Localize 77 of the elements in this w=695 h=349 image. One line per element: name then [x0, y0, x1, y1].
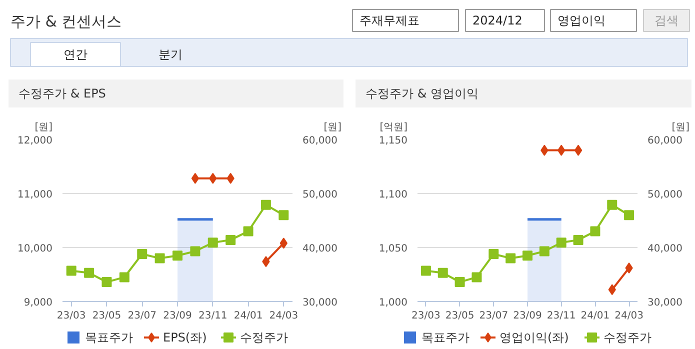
point [624, 210, 634, 220]
point [590, 226, 600, 236]
point [454, 277, 465, 288]
point [154, 253, 165, 264]
point [607, 200, 618, 210]
legend-label: EPS(좌) [163, 330, 207, 344]
y-tick-label: 1,050 [378, 244, 408, 254]
point [191, 172, 200, 184]
x-tick-label: 23/09 [513, 310, 542, 322]
legend-label: 영업이익(좌) [500, 330, 569, 344]
y-tick-label: 1,100 [378, 190, 408, 200]
chart-title: 수정주가 & EPS [18, 86, 106, 100]
x-tick-label: 23/07 [479, 310, 508, 322]
y2-tick-label: 50,000 [648, 190, 682, 200]
point [522, 250, 532, 261]
x-tick-label: 24/03 [269, 310, 298, 322]
text: 영업이익 [558, 14, 606, 28]
point [243, 226, 254, 236]
point [119, 272, 130, 282]
y-tick-label: 1,000 [378, 298, 408, 308]
x-tick-label: 24/01 [234, 310, 263, 322]
y-tick-label: 11,000 [18, 190, 53, 200]
point [438, 268, 448, 278]
y2-tick-label: 50,000 [302, 190, 338, 200]
x-tick-label: 23/05 [445, 310, 474, 322]
chart-title: 수정주가 & 영업이익 [366, 86, 478, 100]
point [260, 200, 271, 210]
point [172, 250, 182, 261]
point [472, 272, 482, 282]
point [102, 277, 112, 288]
legend-label: 목표주가 [422, 330, 470, 344]
x-tick-label: 23/11 [546, 310, 576, 322]
y-tick-label: 9,000 [24, 298, 53, 308]
y2-axis-title: [원] [324, 122, 342, 133]
legend-label: 목표주가 [85, 330, 133, 344]
y-axis-title: [원] [34, 122, 53, 133]
y-tick-label: 10,000 [18, 244, 53, 254]
point [539, 246, 550, 256]
point [208, 238, 218, 248]
y2-tick-label: 30,000 [648, 298, 682, 308]
point [66, 266, 76, 276]
point [574, 144, 582, 156]
y-tick-label: 1,150 [378, 136, 408, 146]
y2-tick-label: 40,000 [302, 244, 338, 254]
text: 분기 [158, 48, 182, 62]
point [488, 248, 499, 259]
x-tick-label: 23/05 [92, 310, 122, 322]
text: 2024/12 [472, 14, 522, 28]
x-tick-label: 23/09 [163, 310, 192, 322]
point [278, 210, 289, 220]
point [84, 268, 94, 278]
legend-label: 수정주가 [604, 330, 652, 344]
text: 연간 [64, 48, 88, 62]
x-tick-label: 23/03 [56, 310, 86, 322]
point [226, 234, 236, 245]
text: 주재무제표 [360, 14, 420, 28]
x-tick-label: 23/03 [412, 310, 440, 322]
y2-tick-label: 40,000 [648, 244, 682, 254]
text: 주가 & 컨센서스 [10, 12, 122, 30]
y2-axis-title: [원] [672, 122, 690, 133]
x-tick-label: 24/03 [614, 310, 644, 322]
x-tick-label: 23/11 [198, 310, 228, 322]
y2-tick-label: 60,000 [302, 136, 338, 146]
point [137, 248, 148, 259]
text: 검색 [654, 14, 678, 28]
point [556, 238, 566, 248]
legend-label: 수정주가 [240, 330, 288, 344]
y-axis-title: [억원] [380, 122, 408, 133]
x-tick-label: 24/01 [580, 310, 610, 322]
point [506, 253, 516, 264]
x-tick-label: 23/07 [128, 310, 157, 322]
y2-tick-label: 60,000 [648, 136, 682, 146]
y-tick-label: 12,000 [18, 136, 53, 146]
point [420, 266, 431, 276]
y2-tick-label: 30,000 [302, 298, 338, 308]
point [190, 246, 200, 256]
point [573, 234, 584, 245]
